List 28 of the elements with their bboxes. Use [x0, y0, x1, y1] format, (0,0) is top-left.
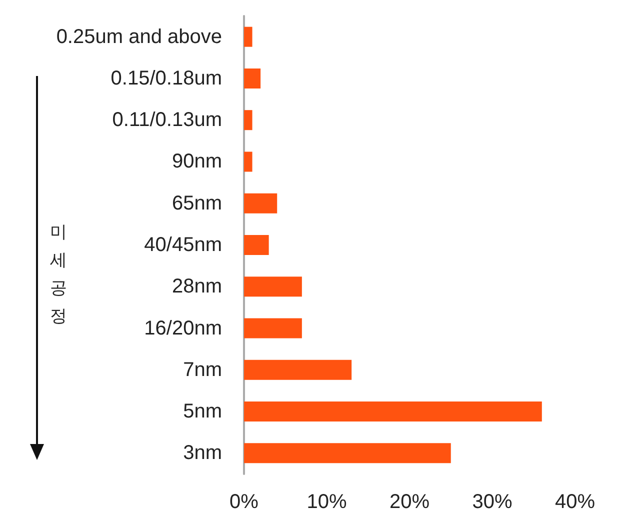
x-tick-label: 40% — [554, 491, 596, 513]
y-tick-label: 65nm — [172, 192, 222, 214]
y-tick-label: 0.11/0.13um — [112, 109, 222, 132]
x-tick-label: 30% — [472, 491, 512, 513]
y-tick-label: 5nm — [183, 400, 222, 423]
bar — [244, 276, 302, 297]
bar — [244, 402, 542, 422]
x-tick-label: 10% — [306, 491, 347, 513]
x-tick-label: 20% — [389, 491, 430, 513]
bar — [244, 360, 352, 380]
bar — [244, 26, 252, 47]
bar — [244, 193, 278, 214]
y-tick-label: 16/20nm — [144, 317, 222, 340]
bar — [244, 318, 302, 338]
bar — [244, 235, 269, 255]
y-tick-label: 28nm — [172, 276, 222, 298]
y-tick-label: 0.25um and above — [56, 26, 222, 48]
x-tick-label: 0% — [230, 491, 259, 513]
bar — [244, 110, 252, 130]
y-tick-label: 90nm — [172, 150, 222, 173]
y-axis-title: 미세공정 — [50, 222, 67, 326]
y-tick-label: 7nm — [183, 358, 222, 381]
y-tick-label: 40/45nm — [144, 234, 222, 256]
y-tick-label: 0.15/0.18um — [110, 67, 222, 90]
bar — [244, 68, 261, 88]
bar — [244, 443, 451, 464]
bar — [244, 152, 252, 172]
y-tick-label: 3nm — [183, 442, 222, 464]
